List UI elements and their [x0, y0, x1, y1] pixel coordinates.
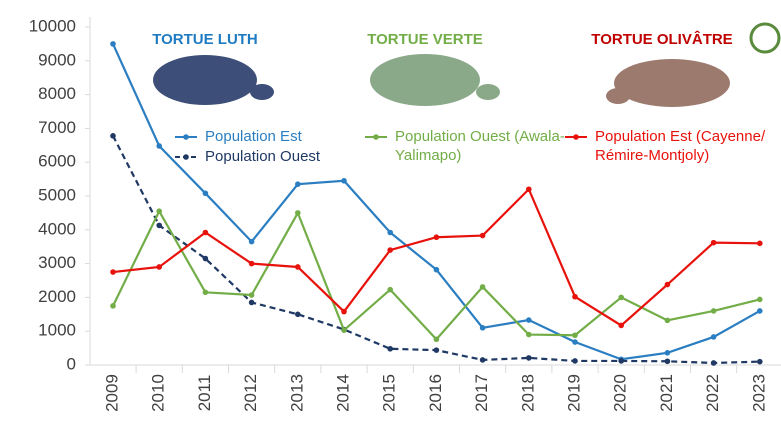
x-tick-label: 2013: [287, 374, 306, 412]
y-tick-label: 5000: [38, 185, 76, 204]
point: [665, 358, 671, 364]
point: [480, 357, 486, 363]
point: [110, 303, 116, 309]
point: [156, 223, 162, 229]
y-tick-label: 10000: [29, 16, 76, 35]
point: [526, 332, 532, 338]
point: [387, 346, 393, 352]
x-tick-label: 2022: [703, 374, 722, 412]
x-tick-label: 2010: [149, 374, 168, 412]
point: [434, 267, 440, 273]
chart: 0 1000 2000 3000 4000 5000 6000 7000 8000 9000 100…: [0, 0, 781, 423]
point: [618, 323, 624, 329]
point: [711, 308, 717, 314]
y-tick-label: 9000: [38, 50, 76, 69]
y-tick-label: 2000: [38, 287, 76, 306]
point: [156, 143, 162, 149]
point: [757, 308, 763, 314]
point: [249, 239, 255, 245]
point: [249, 261, 255, 267]
x-tick-label: 2018: [518, 374, 537, 412]
y-tick-label: 4000: [38, 219, 76, 238]
x-tick-label: 2014: [333, 374, 352, 412]
y-tick-label: 7000: [38, 118, 76, 137]
y-tick-label: 8000: [38, 84, 76, 103]
point: [434, 337, 440, 343]
point: [572, 358, 578, 364]
y-tick-label: 3000: [38, 253, 76, 272]
series-line: [113, 189, 760, 325]
point: [203, 290, 209, 296]
point: [387, 287, 393, 293]
point: [203, 256, 209, 262]
point: [249, 300, 255, 306]
legend-marker: [183, 134, 189, 140]
legend-label: Population Ouest (Awala-Yalimapo): [395, 127, 575, 165]
point: [110, 269, 116, 275]
point: [711, 334, 717, 340]
x-tick-label: 2023: [749, 374, 768, 412]
point: [480, 233, 486, 239]
point: [156, 208, 162, 214]
point: [341, 327, 347, 333]
point: [618, 295, 624, 301]
point: [480, 325, 486, 331]
x-tick-label: 2012: [241, 374, 260, 412]
point: [572, 339, 578, 345]
legend-label: Population Ouest: [205, 147, 405, 166]
x-tick-label: 2016: [426, 374, 445, 412]
point: [434, 234, 440, 240]
point: [387, 247, 393, 253]
point: [387, 230, 393, 236]
point: [156, 264, 162, 270]
group-label: TORTUE LUTH: [152, 31, 258, 48]
point: [295, 210, 301, 216]
y-tick-label: 1000: [38, 321, 76, 340]
point: [526, 355, 532, 361]
point: [572, 294, 578, 300]
y-tick-label: 0: [67, 354, 76, 373]
series-line: [113, 211, 760, 339]
point: [757, 297, 763, 303]
point: [110, 41, 116, 47]
point: [295, 264, 301, 270]
group-label: TORTUE OLIVÂTRE: [591, 30, 732, 48]
page: 0 1000 2000 3000 4000 5000 6000 7000 8000 9000 100…: [0, 0, 781, 423]
point: [480, 284, 486, 290]
legend-label: Population Est (Cayenne/ Rémire-Montjoly…: [595, 127, 775, 165]
point: [341, 178, 347, 184]
x-tick-label: 2021: [657, 374, 676, 412]
point: [572, 332, 578, 338]
x-tick-label: 2015: [380, 374, 399, 412]
point: [434, 347, 440, 353]
legend-marker: [183, 154, 189, 160]
point: [665, 318, 671, 324]
point: [526, 317, 532, 323]
y-tick-label: 6000: [38, 152, 76, 171]
legend-label: Population Est: [205, 127, 405, 146]
point: [665, 350, 671, 356]
x-tick-label: 2019: [564, 374, 583, 412]
x-tick-label: 2017: [472, 374, 491, 412]
x-tick-label: 2009: [102, 374, 121, 412]
point: [341, 309, 347, 315]
point: [203, 230, 209, 236]
series-line: [113, 136, 760, 363]
point: [203, 190, 209, 196]
point: [711, 240, 717, 246]
point: [249, 292, 255, 298]
point: [110, 133, 116, 139]
x-tick-label: 2011: [195, 375, 214, 412]
x-tick-label: 2020: [611, 374, 630, 412]
point: [711, 360, 717, 366]
point: [757, 241, 763, 247]
group-label: TORTUE VERTE: [367, 31, 483, 48]
point: [757, 359, 763, 365]
point: [295, 312, 301, 318]
point: [526, 186, 532, 192]
point: [618, 358, 624, 364]
point: [665, 282, 671, 288]
point: [295, 181, 301, 187]
